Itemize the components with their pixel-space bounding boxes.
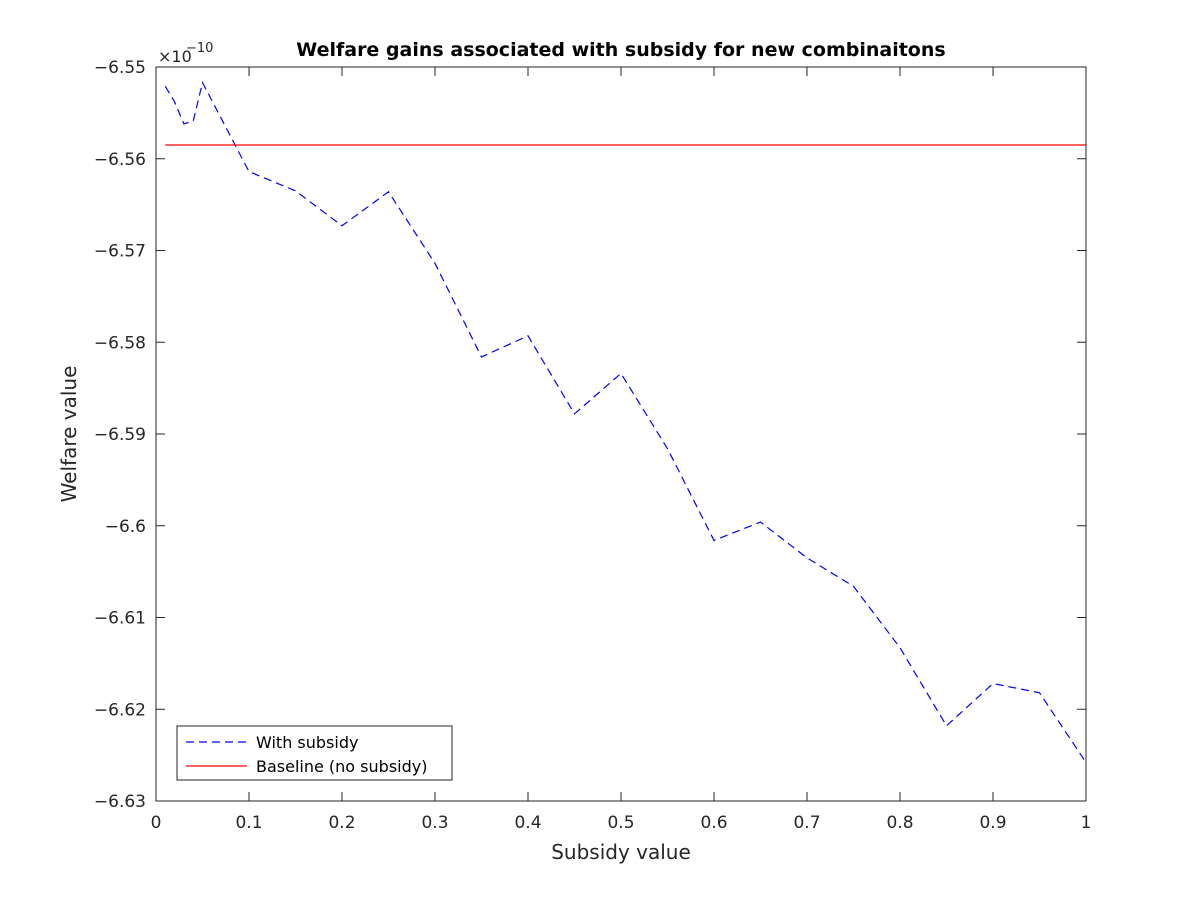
x-axis-ticks: 0 0.1 0.2 0.3 0.4 0.5 0.6 0.7 0.8 0.9 1 (151, 67, 1092, 833)
y-tick-label: −6.61 (94, 609, 146, 629)
y-exponent-base: ×10 (158, 47, 192, 66)
x-tick-label: 0.2 (328, 813, 355, 833)
chart-title: Welfare gains associated with subsidy fo… (296, 39, 945, 61)
y-tick-label: −6.6 (105, 517, 146, 537)
legend: With subsidy Baseline (no subsidy) (176, 725, 453, 781)
y-tick-label: −6.55 (94, 58, 146, 78)
legend-label-baseline: Baseline (no subsidy) (256, 757, 427, 776)
x-tick-label: 0.9 (979, 813, 1006, 833)
x-tick-label: 0.7 (793, 813, 820, 833)
x-tick-label: 0.6 (700, 813, 727, 833)
y-tick-label: −6.56 (94, 150, 146, 170)
y-exponent-label: ×10 −10 (158, 41, 213, 66)
y-tick-label: −6.62 (94, 700, 146, 720)
y-axis-label: Welfare value (57, 366, 81, 503)
series-line-with-subsidy (164, 80, 1087, 763)
x-tick-label: 0 (151, 813, 162, 833)
y-tick-label: −6.57 (94, 242, 146, 262)
y-tick-label: −6.59 (94, 425, 146, 445)
y-exponent-power: −10 (186, 41, 213, 56)
legend-box (176, 725, 453, 781)
x-tick-label: 0.3 (421, 813, 448, 833)
x-tick-label: 0.1 (235, 813, 262, 833)
x-tick-label: 0.5 (607, 813, 634, 833)
x-tick-label: 1 (1081, 813, 1092, 833)
y-axis-ticks: −6.55 −6.56 −6.57 −6.58 −6.59 −6.6 −6.61 −6.62 −… (94, 58, 1086, 812)
y-tick-label: −6.58 (94, 333, 146, 353)
legend-label-with-subsidy: With subsidy (256, 733, 358, 752)
y-tick-label: −6.63 (94, 792, 146, 812)
x-tick-label: 0.4 (514, 813, 541, 833)
plot-area (156, 67, 1086, 801)
x-axis-label: Subsidy value (551, 840, 691, 864)
x-tick-label: 0.8 (886, 813, 913, 833)
series-layer (164, 80, 1087, 763)
